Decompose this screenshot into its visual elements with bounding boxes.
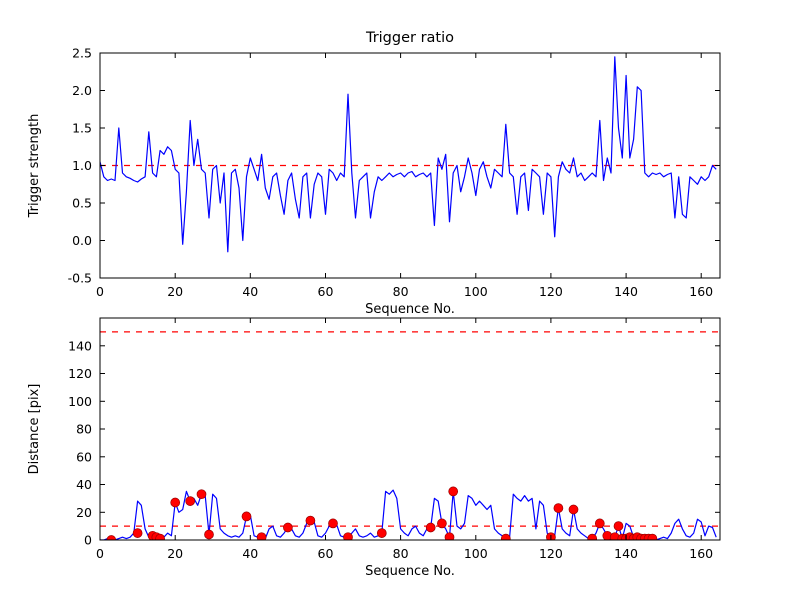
trigger-point-marker <box>343 532 353 540</box>
trigger-point-marker <box>587 533 598 540</box>
trigger-point-marker <box>376 528 387 538</box>
x-tick-label: 0 <box>96 284 104 299</box>
trigger-point-marker <box>444 532 455 540</box>
trigger-point-marker <box>328 518 338 529</box>
y-tick-label: 1.0 <box>72 158 92 173</box>
x-tick-label: 40 <box>242 546 258 561</box>
y-axis-label: Distance [pix] <box>27 384 42 475</box>
y-tick-label: 140 <box>68 338 92 353</box>
trigger-point-marker <box>132 528 143 538</box>
trigger-point-marker <box>568 504 579 515</box>
x-tick-label: 160 <box>689 284 713 299</box>
subplot-2: 0 20 40 60 80 100 120 140 160 0 20 40 60 80 100 120 140 S… <box>27 317 721 579</box>
chart-title: Trigger ratio <box>365 30 454 46</box>
y-tick-label: 1.5 <box>72 121 92 136</box>
trigger-point-marker <box>241 511 252 522</box>
axes-frame <box>99 317 721 541</box>
trigger-point-marker <box>170 497 181 508</box>
y-tick-label: 120 <box>68 366 92 381</box>
y-tick-label: 2.5 <box>72 46 92 61</box>
y-tick-label: 2.0 <box>72 83 92 98</box>
y-axis-label: Trigger strength <box>27 114 42 219</box>
y-tick-label: -0.5 <box>68 271 92 286</box>
x-tick-label: 140 <box>614 284 638 299</box>
trigger-point-marker <box>256 532 267 540</box>
x-tick-label: 80 <box>393 284 409 299</box>
x-tick-label: 120 <box>539 284 563 299</box>
x-tick-label: 140 <box>614 546 638 561</box>
trigger-point-marker <box>106 535 117 540</box>
x-axis-label: Sequence No. <box>365 564 455 579</box>
trigger-point-marker <box>613 521 624 531</box>
x-tick-label: 60 <box>318 284 334 299</box>
x-tick-label: 120 <box>539 546 563 561</box>
x-tick-label: 20 <box>167 546 183 561</box>
trigger-point-marker <box>448 486 459 497</box>
x-axis-label: Sequence No. <box>365 302 455 317</box>
trigger-ratio-line <box>100 56 717 253</box>
y-tick-label: 0.0 <box>72 233 92 248</box>
trigger-point-marker <box>437 518 447 529</box>
trigger-point-marker <box>500 533 511 540</box>
y-tick-label: 40 <box>76 477 92 492</box>
y-tick-label: 0 <box>84 533 92 548</box>
trigger-point-marker <box>594 518 605 529</box>
trigger-point-marker <box>185 496 196 506</box>
x-tick-label: 80 <box>393 546 409 561</box>
x-tick-label: 100 <box>464 284 488 299</box>
y-tick-label: 60 <box>76 449 92 464</box>
trigger-point-marker <box>647 533 658 540</box>
y-tick-label: 100 <box>68 394 92 409</box>
x-tick-label: 0 <box>96 546 104 561</box>
x-tick-label: 20 <box>167 284 183 299</box>
trigger-point-marker <box>553 503 564 513</box>
trigger-point-marker <box>425 522 436 533</box>
y-tick-label: 0.5 <box>72 196 92 211</box>
x-tick-label: 100 <box>464 546 488 561</box>
trigger-point-marker <box>155 533 165 540</box>
subplot-1: 0 20 40 60 80 100 120 140 160 -0.5 0.0 0.5 1.0 1.5 2.0… <box>27 30 721 317</box>
y-tick-label: 80 <box>76 422 92 437</box>
x-tick-label: 60 <box>318 546 334 561</box>
trigger-point-marker <box>196 489 207 500</box>
y-tick-label: 20 <box>76 505 92 520</box>
trigger-point-marker <box>283 522 293 533</box>
trigger-point-marker <box>204 529 214 540</box>
x-tick-label: 160 <box>689 546 713 561</box>
trigger-point-marker <box>305 515 316 526</box>
x-tick-label: 40 <box>242 284 258 299</box>
